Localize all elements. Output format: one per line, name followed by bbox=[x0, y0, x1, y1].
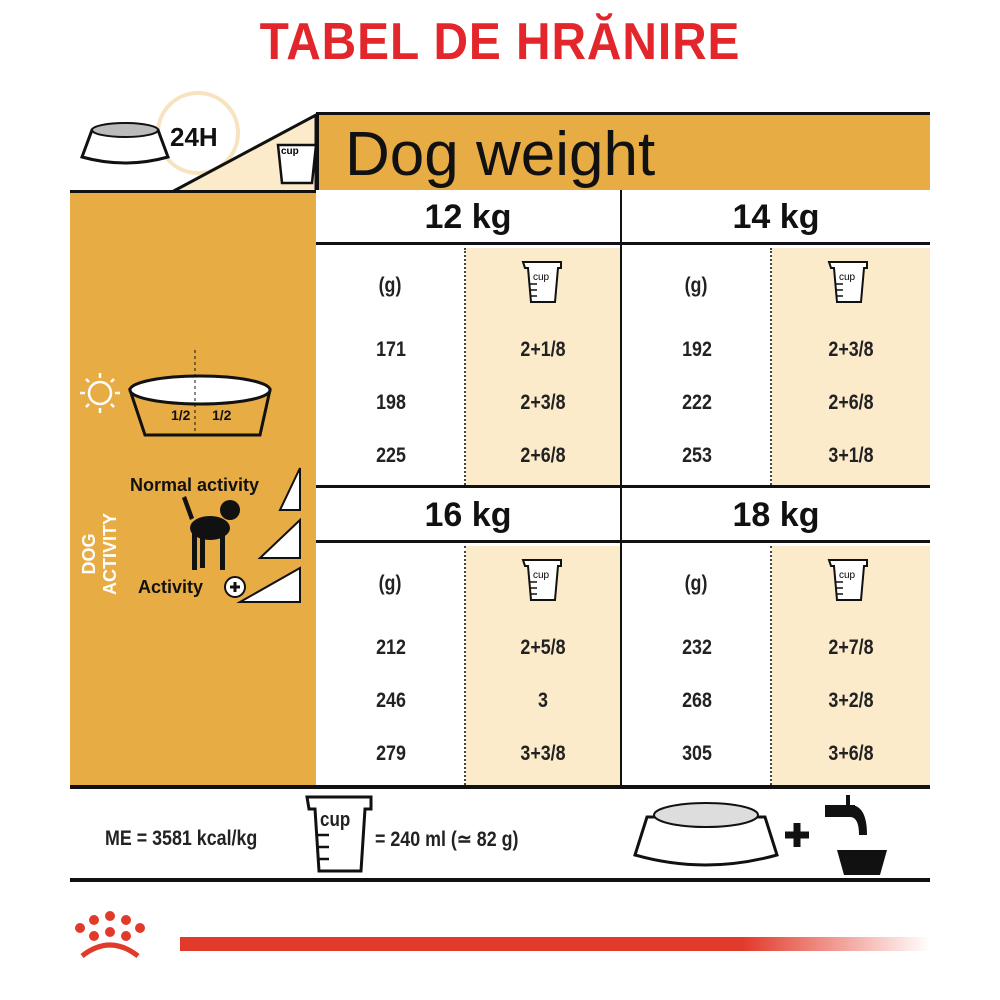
cup-equivalence: = 240 ml (≃ 82 g) bbox=[375, 828, 519, 851]
cups-value: 2+3/8 bbox=[520, 391, 566, 414]
grams-value: 305 bbox=[682, 742, 712, 765]
plus-circle-icon bbox=[224, 576, 246, 598]
grams-value: 225 bbox=[376, 444, 406, 467]
cups-value: 2+6/8 bbox=[520, 444, 566, 467]
cups-value: 3+2/8 bbox=[828, 689, 874, 712]
water-tap-icon bbox=[825, 795, 887, 875]
dog-weight-title: Dog weight bbox=[345, 120, 656, 189]
cup-label: cup bbox=[281, 146, 299, 157]
grams-value: 212 bbox=[376, 636, 406, 659]
dog-silhouette-icon bbox=[182, 496, 240, 570]
grams-column: (g) bbox=[316, 546, 466, 785]
footer-info: ME = 3581 kcal/kg cup = 240 ml (≃ 82 g) bbox=[70, 785, 930, 882]
grams-value: 192 bbox=[682, 338, 712, 361]
energy-label: ME = 3581 kcal/kg bbox=[105, 827, 258, 850]
cup-label: cup bbox=[320, 809, 351, 831]
sun-icon bbox=[80, 373, 120, 413]
grams-value: 246 bbox=[376, 689, 406, 712]
weight-cell-3: 18 kg (g) cup 232 2+7/8 268 3+2/8 305 3+6/… bbox=[622, 488, 930, 785]
weight-header: 16 kg bbox=[316, 488, 620, 543]
grams-column: (g) bbox=[622, 546, 772, 785]
grams-value: 253 bbox=[682, 444, 712, 467]
brand-stripe bbox=[180, 937, 930, 951]
cups-value: 2+6/8 bbox=[828, 391, 874, 414]
grams-header: (g) bbox=[378, 274, 402, 297]
weight-header: 18 kg bbox=[622, 488, 930, 543]
cup-icon bbox=[276, 143, 318, 185]
bowl-and-water-icons bbox=[633, 795, 887, 875]
activity-triangles-icon bbox=[236, 467, 301, 603]
weight-cell-1: 14 kg (g) cup 192 2+3/8 222 2+6/8 253 3+1/… bbox=[622, 190, 930, 485]
grams-value: 279 bbox=[376, 742, 406, 765]
grams-value: 198 bbox=[376, 391, 406, 414]
weight-cell-0: 12 kg (g) cup 171 2+1/8 198 2+3/8 225 2+6/… bbox=[316, 190, 620, 485]
royal-canin-logo bbox=[75, 911, 145, 959]
grams-header: (g) bbox=[378, 572, 402, 595]
grams-value: 222 bbox=[682, 391, 712, 414]
cups-value: 2+3/8 bbox=[828, 338, 874, 361]
cups-value: 2+1/8 bbox=[520, 338, 566, 361]
grams-header: (g) bbox=[684, 572, 708, 595]
weight-header: 12 kg bbox=[316, 190, 620, 245]
food-bowl-icon bbox=[633, 802, 779, 867]
half-label-1: 1/2 bbox=[171, 407, 191, 423]
svg-text:cup: cup bbox=[839, 272, 856, 283]
weight-cell-2: 16 kg (g) cup 212 2+5/8 246 3 279 3+3/8 bbox=[316, 488, 620, 785]
cups-value: 3+6/8 bbox=[828, 742, 874, 765]
grams-column: (g) bbox=[316, 248, 466, 485]
cup-icon: cup bbox=[827, 559, 868, 601]
svg-text:cup: cup bbox=[533, 272, 550, 283]
grams-header: (g) bbox=[684, 274, 708, 297]
food-bowl-half-icon bbox=[127, 350, 272, 437]
activity-panel: 1/2 1/2 DOG ACTIVITY Normal activity Act… bbox=[70, 190, 316, 785]
cup-icon: cup bbox=[827, 261, 868, 303]
cups-value: 3 bbox=[538, 689, 548, 712]
cups-value: 2+7/8 bbox=[828, 636, 874, 659]
grams-value: 232 bbox=[682, 636, 712, 659]
feeding-grid: 12 kg (g) cup 171 2+1/8 198 2+3/8 225 2+6/… bbox=[316, 190, 930, 785]
weight-header: 14 kg bbox=[622, 190, 930, 245]
cup-icon: cup bbox=[521, 559, 562, 601]
normal-activity-label: Normal activity bbox=[130, 475, 260, 495]
activity-label: Activity bbox=[138, 577, 204, 597]
grams-column: (g) bbox=[622, 248, 772, 485]
cup-icon bbox=[305, 795, 373, 873]
cups-value: 2+5/8 bbox=[520, 636, 566, 659]
food-bowl-icon bbox=[80, 122, 170, 165]
page-title: TABEL DE HRĂNIRE bbox=[259, 13, 741, 71]
grams-value: 268 bbox=[682, 689, 712, 712]
cups-column: cup bbox=[772, 248, 930, 485]
cup-icon: cup bbox=[521, 261, 562, 303]
svg-text:cup: cup bbox=[533, 570, 550, 581]
dog-activity-label: DOG ACTIVITY bbox=[79, 513, 120, 596]
cups-column: cup bbox=[466, 248, 620, 485]
half-label-2: 1/2 bbox=[212, 407, 232, 423]
cups-value: 3+1/8 bbox=[828, 444, 874, 467]
dog-weight-header: Dog weight bbox=[316, 112, 930, 190]
moon-icon bbox=[278, 370, 292, 398]
cups-column: cup bbox=[772, 546, 930, 785]
grams-value: 171 bbox=[376, 338, 406, 361]
24h-label: 24H bbox=[170, 122, 218, 152]
plus-icon bbox=[785, 823, 809, 847]
cups-column: cup bbox=[466, 546, 620, 785]
svg-text:cup: cup bbox=[839, 570, 856, 581]
cups-value: 3+3/8 bbox=[520, 742, 566, 765]
